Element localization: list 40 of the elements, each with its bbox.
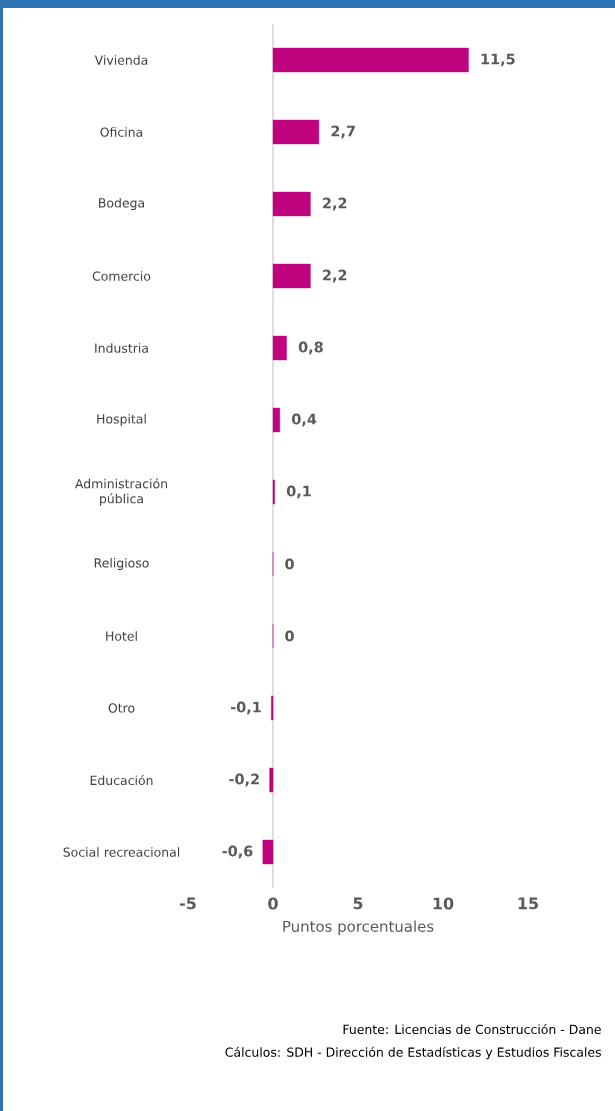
x-axis-title: Puntos porcentuales (283, 920, 434, 935)
data-label: 11,5 (481, 53, 515, 67)
x-tick-label: 15 (518, 897, 538, 910)
bar (262, 839, 274, 865)
data-label: 2,2 (323, 197, 347, 211)
y-tick-label: Administración pública (75, 478, 167, 506)
y-tick-label: Vivienda (94, 55, 148, 65)
bar (269, 767, 274, 793)
y-tick-label: Hospital (97, 413, 146, 427)
x-tick-label: 5 (353, 897, 363, 910)
data-label: 0 (285, 558, 294, 570)
y-tick-label: Industria (95, 343, 148, 353)
data-label: 2,2 (323, 269, 347, 283)
source-note: Fuente: Licencias de Construcción - Dane (343, 1023, 601, 1035)
data-label: -0,6 (222, 845, 253, 859)
y-tick-label: Oficina (100, 127, 143, 137)
data-label: 0,4 (292, 413, 317, 427)
text: Cálculos: SDH - Dirección de Estadísticas y Estudios Fiscales (225, 1046, 601, 1060)
bar (272, 119, 320, 145)
bar (272, 47, 469, 73)
y-tick-label: Otro (108, 703, 135, 713)
data-label: -0,1 (230, 701, 261, 715)
y-tick-label: Educación (90, 774, 153, 786)
y-tick-label: Social recreacional (63, 847, 180, 857)
data-label: 0 (285, 630, 294, 642)
x-tick-label: -5 (180, 897, 196, 910)
data-label: 2,7 (331, 125, 355, 139)
x-tick-label: 0 (268, 897, 278, 910)
bar (272, 407, 280, 433)
data-label: -0,2 (229, 773, 259, 787)
data-label: 0,1 (286, 485, 311, 499)
y-tick-label: Bodega (99, 197, 144, 211)
y-tick-label: Comercio (92, 271, 151, 281)
y-tick-label: Hotel (106, 631, 137, 641)
bar (272, 191, 311, 217)
bar (272, 263, 311, 289)
y-tick-label: Religioso (94, 557, 149, 571)
x-tick-label: 10 (433, 897, 454, 910)
data-label: 0,8 (298, 341, 323, 355)
bar (272, 335, 287, 361)
